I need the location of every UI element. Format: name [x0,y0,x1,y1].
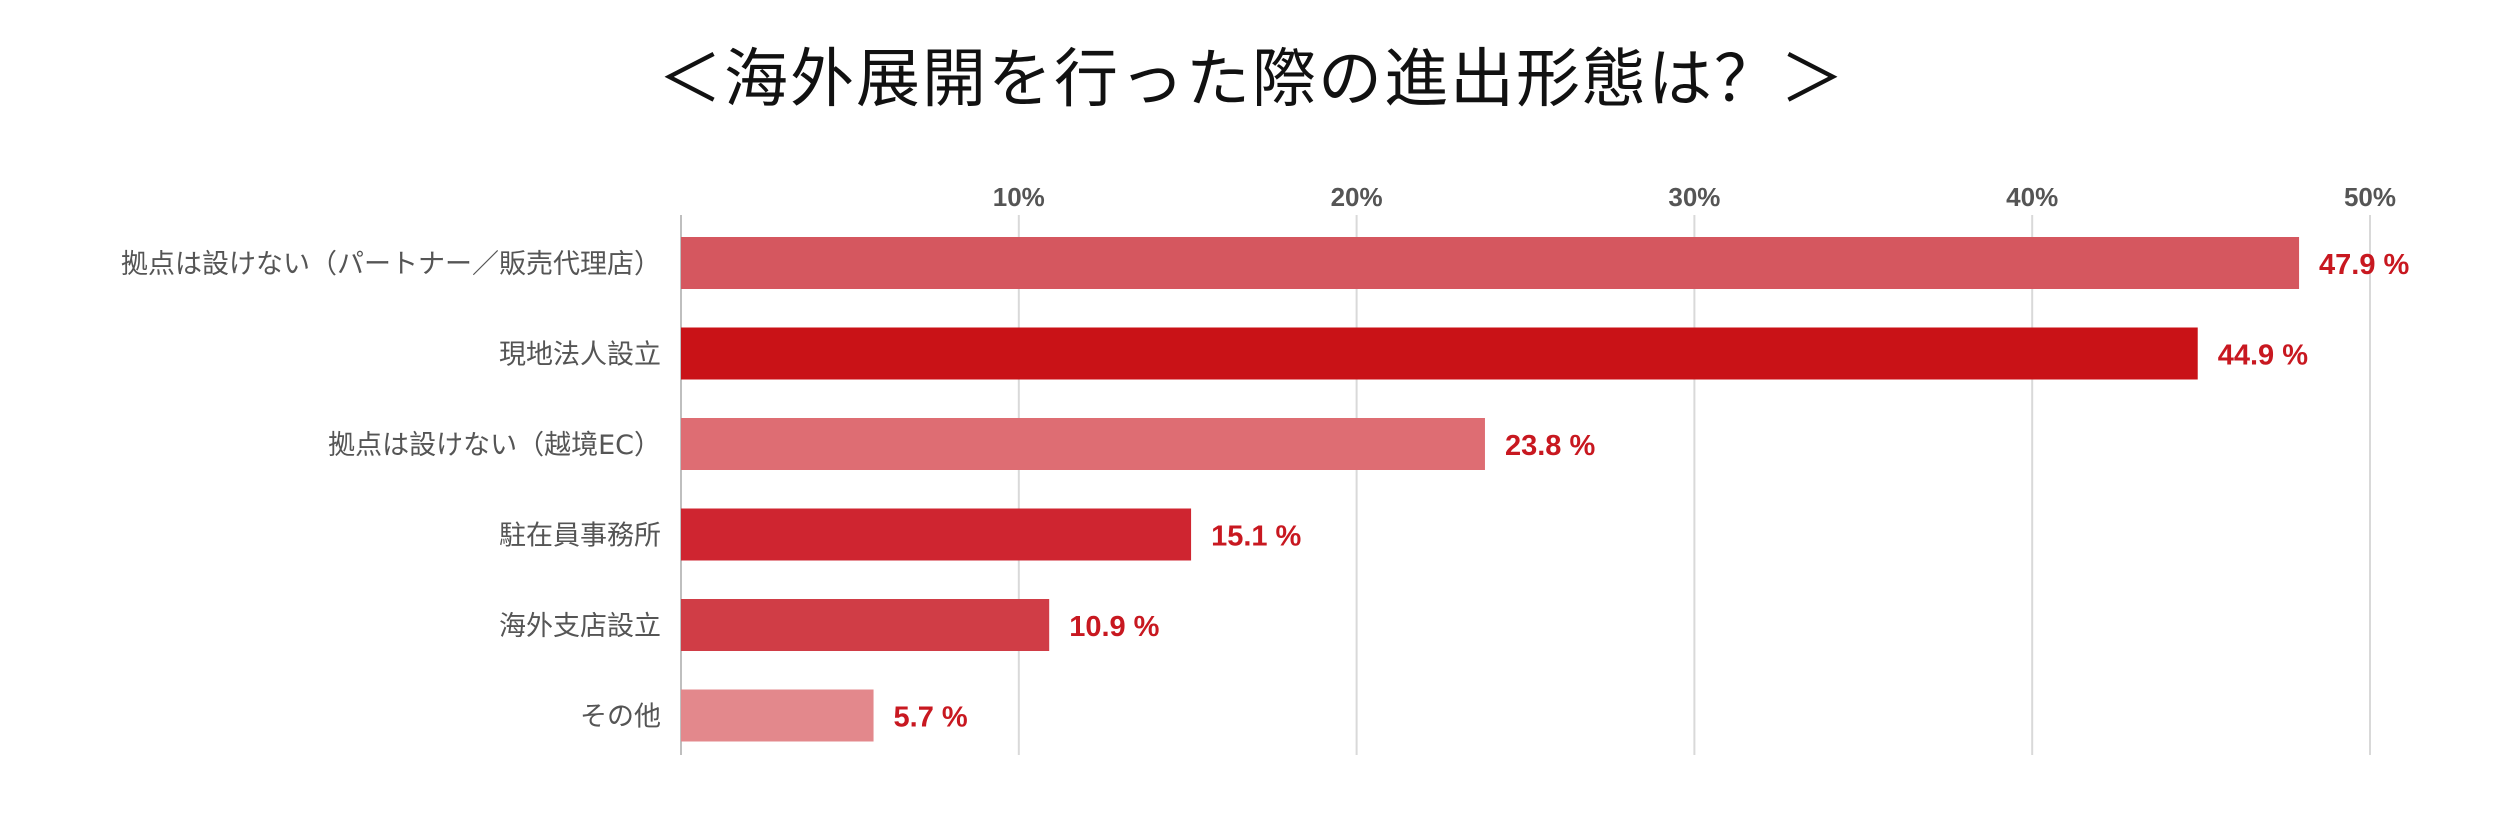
label-layer: 10% 20% 30% 40% 50% 拠点は設けない（パートナー／販売代理店） 47.9 … [121,182,2410,734]
category-label: 現地法人設立 [499,340,661,371]
bar [681,237,2300,289]
bar [681,689,874,742]
chart-title: ＜海外展開を行った際の進出形態は？＞ [658,43,1846,117]
grid-layer [680,215,2371,755]
value-label: 23.8 % [1505,430,1595,462]
bar-layer [681,237,2300,742]
x-tick-label: 50% [2344,182,2396,212]
category-label: 海外支店設立 [499,611,661,642]
category-label: 拠点は設けない（パートナー／販売代理店） [121,249,661,280]
category-label: その他 [580,702,661,733]
category-label: 拠点は設けない（越境EC） [328,430,661,461]
x-tick-label: 30% [1668,182,1720,212]
bar [681,599,1050,651]
value-label: 15.1 % [1211,521,1301,553]
bar [681,327,2198,380]
x-tick-label: 40% [2006,182,2058,212]
value-label: 47.9 % [2319,249,2409,281]
value-label: 5.7 % [894,702,968,734]
category-label: 駐在員事務所 [499,521,661,552]
value-label: 44.9 % [2218,340,2308,372]
bar [681,508,1192,561]
x-tick-label: 10% [993,182,1045,212]
value-label: 10.9 % [1069,611,1159,643]
x-tick-label: 20% [1331,182,1383,212]
bar [681,418,1485,470]
